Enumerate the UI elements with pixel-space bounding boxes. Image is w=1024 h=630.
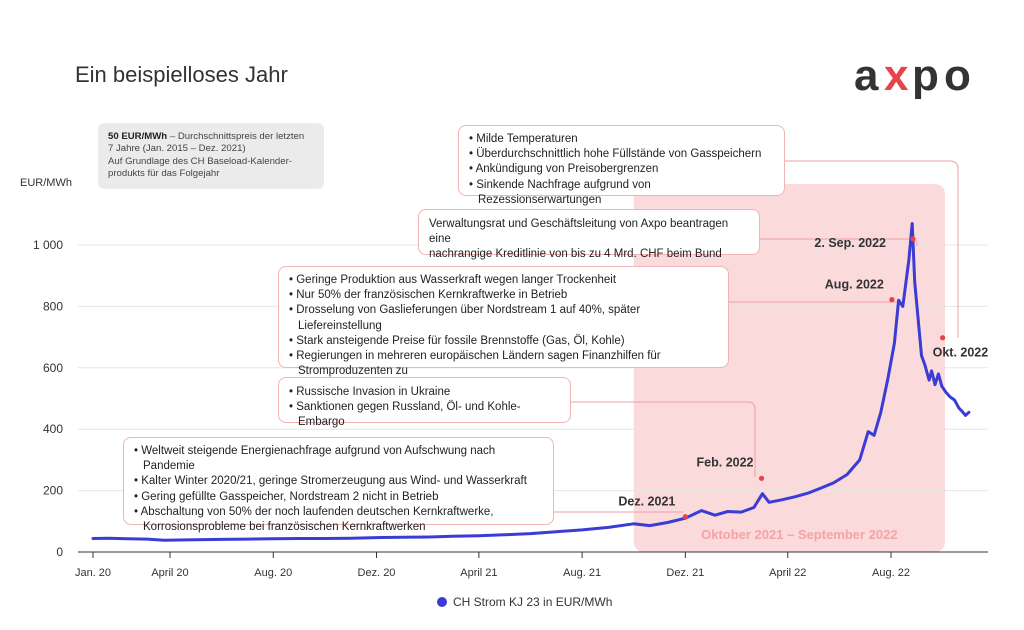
annotation-marker <box>910 236 916 242</box>
callout-item: Überdurchschnittlich hohe Füllstände von… <box>469 147 774 162</box>
series-line <box>91 222 971 542</box>
callout-item: Regierungen in mehreren europäischen Län… <box>289 349 718 379</box>
callout-item: Nur 50% der französischen Kernkraftwerke… <box>289 288 718 303</box>
series-points <box>92 223 969 541</box>
average-price-value: 50 EUR/MWh <box>108 131 168 142</box>
callout-text: nachrangige Kreditlinie von bis zu 4 Mrd… <box>429 248 722 261</box>
logo-letter: a <box>854 51 879 100</box>
annotation-label: Okt. 2022 <box>933 346 989 360</box>
x-tick-label: Aug. 22 <box>872 567 910 579</box>
y-tick-label: 600 <box>43 361 63 375</box>
y-tick-label: 200 <box>43 484 63 498</box>
callout-text: Verwaltungsrat und Geschäftsleitung von … <box>429 218 729 246</box>
annotation-connector <box>571 401 756 477</box>
x-tick-label: April 22 <box>769 567 806 579</box>
logo-letter: o <box>944 51 971 100</box>
average-price-desc-3: Auf Grundlage des CH Baseload-Kalender- <box>108 155 292 167</box>
callout-item: Drosselung von Gaslieferungen über Nords… <box>289 303 718 333</box>
callout-item: Sinkende Nachfrage aufgrund von Rezessio… <box>469 178 774 208</box>
annotation-label: Feb. 2022 <box>697 455 754 469</box>
annotation-marker <box>758 475 765 481</box>
chart-legend: CH Strom KJ 23 in EUR/MWh <box>437 595 612 609</box>
legend-label: CH Strom KJ 23 in EUR/MWh <box>453 595 613 609</box>
legend-marker <box>437 597 447 607</box>
average-price-desc-2: 7 Jahre (Jan. 2015 – Dez. 2021) <box>108 143 246 155</box>
annotation-marker <box>889 297 895 303</box>
average-price-desc-1: – Durchschnittspreis der letzten <box>167 131 305 142</box>
x-tick-label: April 21 <box>460 567 497 579</box>
callout-item: Kalter Winter 2020/21, geringe Stromerze… <box>134 474 543 489</box>
callout-item: Weltweit steigende Energienachfrage aufg… <box>134 444 543 474</box>
x-tick-label: Jan. 20 <box>75 567 111 579</box>
callout-item: Sanktionen gegen Russland, Öl- und Kohle… <box>289 400 560 430</box>
x-tick-label: Dez. 20 <box>358 567 396 579</box>
callout-sep-2022: Verwaltungsrat und Geschäftsleitung von … <box>418 209 760 260</box>
y-tick-label: 0 <box>56 545 63 559</box>
x-tick-label: Aug. 21 <box>563 567 601 579</box>
annotation-label: Dez. 2021 <box>618 495 675 509</box>
annotations: Dez. 2021 Feb. 2022 Aug. 2022 2. Sep. 2022 O… <box>618 236 989 520</box>
x-tick-labels: Jan. 20 April 20 Aug. 20 Dez. 20 April 21 Aug… <box>75 552 910 579</box>
y-tick-label: 400 <box>43 422 63 436</box>
page-title: Ein beispielloses Jahr <box>75 62 288 87</box>
average-price-desc-4: produkts für das Folgejahr <box>108 168 220 180</box>
annotation-marker <box>682 514 688 520</box>
highlight-period-label: Oktober 2021 – September 2022 <box>701 527 898 542</box>
annotation-label: Aug. 2022 <box>825 278 884 292</box>
annotation-connector <box>785 160 959 338</box>
annotation-label: 2. Sep. 2022 <box>814 236 886 250</box>
callout-item: Gering gefüllte Gasspeicher, Nordstream … <box>134 490 543 505</box>
y-tick-label: 1 000 <box>33 238 63 252</box>
callout-feb-2022: Russische Invasion in Ukraine Sanktionen… <box>278 377 571 428</box>
callout-item: Abschaltung von 50% der noch laufenden d… <box>134 505 543 535</box>
callout-aug-2022: Geringe Produktion aus Wasserkraft wegen… <box>278 266 729 377</box>
x-tick-label: April 20 <box>151 567 188 579</box>
callout-item: Geringe Produktion aus Wasserkraft wegen… <box>289 273 718 288</box>
callout-item: Russische Invasion in Ukraine <box>289 385 560 400</box>
logo-letter: p <box>912 51 939 100</box>
callout-dec-2021: Weltweit steigende Energienachfrage aufg… <box>123 437 554 533</box>
callout-item: Ankündigung von Preisobergrenzen <box>469 162 774 177</box>
y-tick-labels: 0 200 400 600 800 1 000 <box>33 238 63 559</box>
y-axis-label: EUR/MWh <box>20 177 72 189</box>
logo-letter: x <box>884 51 909 100</box>
x-tick-label: Aug. 20 <box>254 567 292 579</box>
y-tick-label: 800 <box>43 299 63 313</box>
callout-item: Milde Temperaturen <box>469 132 774 147</box>
callout-item: Stark ansteigende Preise für fossile Bre… <box>289 334 718 349</box>
average-price-note: 50 EUR/MWh – Durchschnittspreis der letz… <box>98 123 324 189</box>
annotation-marker <box>940 335 946 341</box>
callout-oct-2022: Milde Temperaturen Überdurchschnittlich … <box>458 125 785 206</box>
x-tick-label: Dez. 21 <box>666 567 704 579</box>
